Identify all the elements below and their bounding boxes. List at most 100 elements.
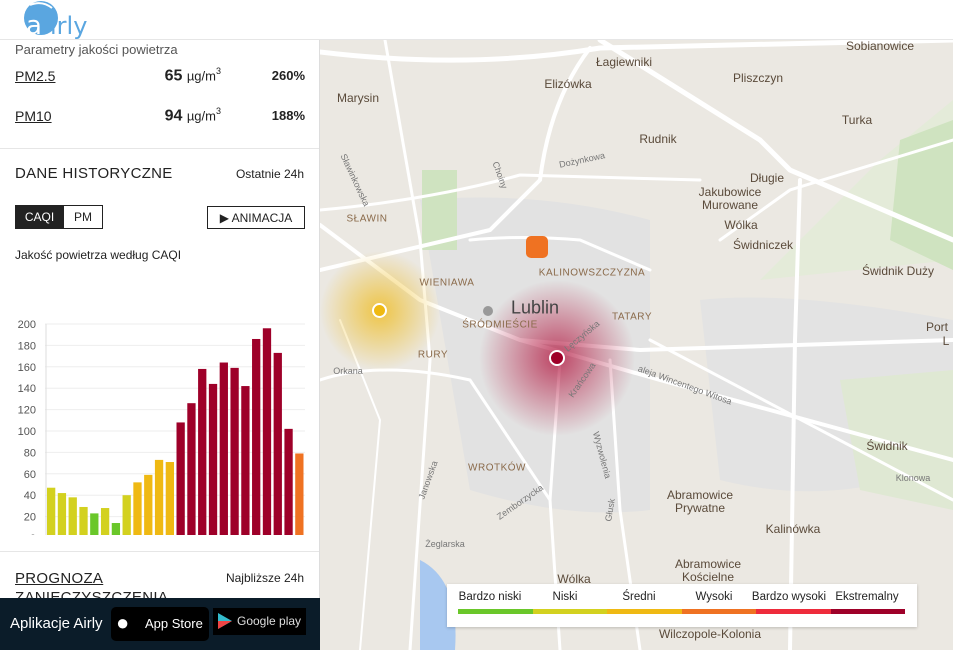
bar <box>100 508 110 535</box>
bar <box>198 368 207 535</box>
map-label: Jakubowice <box>698 185 762 199</box>
pm25-link[interactable]: PM2.5 <box>15 68 56 84</box>
map-label: Wilczopole-Kolonia <box>658 627 762 641</box>
chart-title: Jakość powietrza według CAQI <box>15 248 182 262</box>
bar <box>154 459 164 535</box>
bar <box>111 523 121 535</box>
svg-text:a: a <box>26 11 42 40</box>
animation-button[interactable]: ▶ ANIMACJA <box>207 206 305 229</box>
caqi-legend: Bardzo niski Niski Średni Wysoki Bardzo … <box>447 584 917 627</box>
bar <box>284 428 293 535</box>
pm25-percent: 260% <box>271 68 305 83</box>
map-label: Kalinówka <box>765 522 821 536</box>
tab-pm[interactable]: PM <box>63 205 103 229</box>
bar <box>176 422 185 535</box>
y-tick-label: 100 <box>18 426 36 438</box>
y-tick-label: 120 <box>18 405 36 417</box>
map-label-lublin: Lublin <box>510 297 560 318</box>
bar <box>47 487 56 535</box>
sensor-marker-yellow[interactable] <box>372 303 387 318</box>
bar <box>187 403 196 535</box>
airly-logo[interactable]: a irly <box>12 0 102 40</box>
district-label: WROTKÓW <box>468 462 526 474</box>
legend-label: Niski <box>552 591 578 603</box>
y-tick-label: 200 <box>18 319 36 331</box>
map-label: Świdniczek <box>732 238 794 252</box>
map-label: Długie <box>749 171 785 185</box>
sidebar: Parametry jakości powietrza PM2.5 65 µg/… <box>0 40 320 650</box>
history-title: DANE HISTORYCZNE <box>15 165 173 182</box>
svg-text:irly: irly <box>50 12 87 40</box>
tab-caqi[interactable]: CAQI <box>15 205 64 229</box>
pm10-value: 94 µg/m3 <box>164 106 221 125</box>
map-roads <box>320 40 953 650</box>
bar <box>133 482 142 535</box>
district-label: KALINOWSZCZYZNA <box>538 267 646 279</box>
legend-bar-sredni <box>607 609 682 614</box>
legend-label: Bardzo niski <box>458 591 522 603</box>
y-tick-label: 20 <box>24 512 36 524</box>
bar <box>122 495 131 535</box>
top-bar: a irly <box>0 0 953 40</box>
app-store-button[interactable]: ● App Store <box>111 607 209 641</box>
map-label: Pliszczyn <box>732 71 784 85</box>
map-label: Abramowice <box>674 557 742 571</box>
district-label: ŚRÓDMIEŚCIE <box>462 319 538 331</box>
bar <box>252 338 261 535</box>
bar <box>68 497 77 535</box>
legend-label: Ekstremalny <box>835 591 899 603</box>
y-tick-label: 140 <box>18 383 36 395</box>
bar <box>57 493 67 535</box>
legend-label: Bardzo wysoki <box>751 591 827 603</box>
y-tick-label: 0 <box>30 533 36 535</box>
map-label: Wólka <box>724 218 758 232</box>
map-label: Port <box>925 320 949 334</box>
map-label: Marysin <box>336 91 380 105</box>
divider <box>0 551 319 552</box>
pm25-value: 65 µg/m3 <box>164 66 221 85</box>
bar <box>295 453 304 535</box>
apple-icon: ● <box>116 610 130 635</box>
map-label: Prywatne <box>674 501 726 515</box>
pm10-row: PM10 94 µg/m3 188% <box>15 106 305 128</box>
y-tick-label: 160 <box>18 362 36 374</box>
forecast-range: Najbliższe 24h <box>225 571 304 585</box>
bar <box>165 462 174 535</box>
apps-label: Aplikacje Airly <box>10 615 103 632</box>
map-label: Kościelne <box>681 570 735 584</box>
bar <box>262 328 272 535</box>
pm10-link[interactable]: PM10 <box>15 108 52 124</box>
y-tick-label: 180 <box>18 340 36 352</box>
map-label: L <box>942 334 950 348</box>
map-label: Świdnik <box>866 439 908 453</box>
street-label: Żeglarska <box>425 539 465 549</box>
caqi-bar-chart: 020406080100120140160180200Wcz, 9:00Wcz,… <box>18 319 305 535</box>
district-label: WIENIAWA <box>419 277 475 289</box>
legend-bar-ekstremalny <box>830 609 905 614</box>
district-label: TATARY <box>611 311 653 323</box>
bar <box>241 386 250 535</box>
params-title: Parametry jakości powietrza <box>15 42 178 57</box>
map[interactable]: Łagiewniki Pliszczyn Sobianowice Marysin… <box>320 40 953 650</box>
divider <box>0 148 319 149</box>
bar <box>208 383 218 535</box>
y-tick-label: 40 <box>24 490 36 502</box>
legend-label: Średni <box>622 591 656 603</box>
map-label: Elizówka <box>544 77 592 91</box>
bar <box>230 367 239 535</box>
google-play-button[interactable]: Google play <box>213 608 306 635</box>
map-label: Turka <box>841 113 873 127</box>
bar <box>219 362 228 535</box>
street-label: Orkana <box>333 366 363 376</box>
sensor-marker-orange[interactable] <box>526 236 548 258</box>
legend-bar-bardzo-niski <box>458 609 533 614</box>
bar <box>144 474 153 535</box>
district-label: SŁAWIN <box>346 213 388 225</box>
apps-bar: Aplikacje Airly ● App Store Google play <box>0 598 320 650</box>
street-label: Klonowa <box>895 473 931 483</box>
sensor-marker-red[interactable] <box>549 350 565 366</box>
pm25-row: PM2.5 65 µg/m3 260% <box>15 66 305 88</box>
legend-bar-niski <box>532 609 607 614</box>
map-label: Rudnik <box>639 132 677 146</box>
y-tick-label: 80 <box>24 447 36 459</box>
